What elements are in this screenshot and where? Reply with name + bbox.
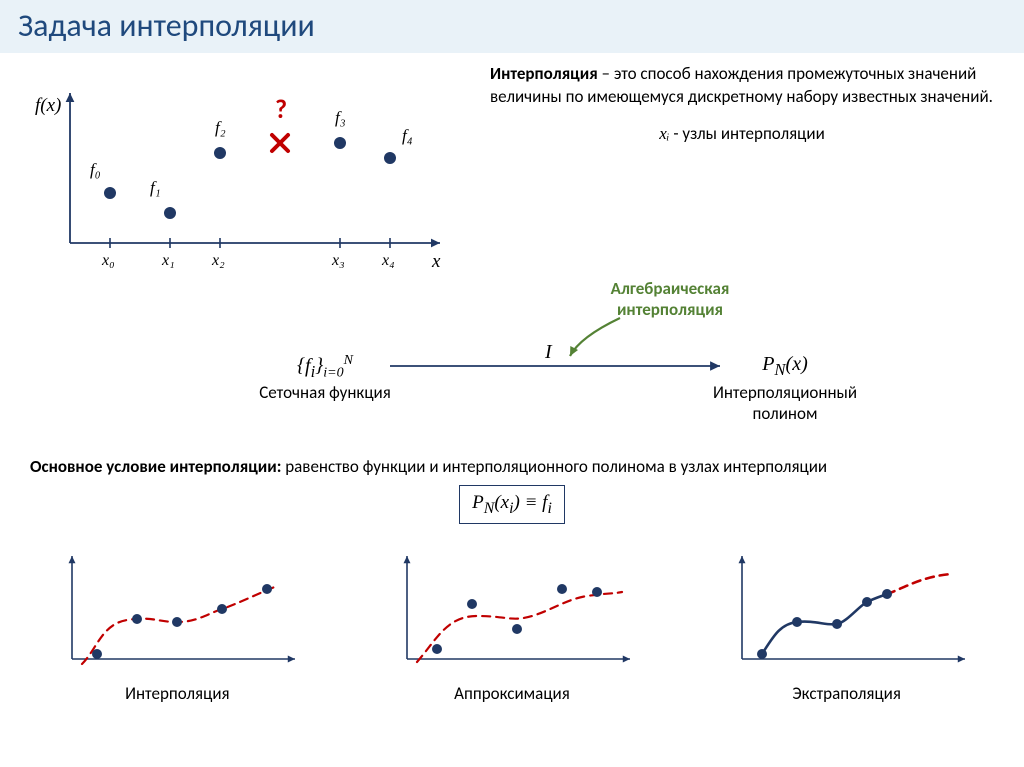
svg-text:f(x): f(x) — [35, 95, 61, 116]
right-caption: Интерполяционный полином — [680, 382, 890, 425]
mini-chart-label: Интерполяция — [47, 683, 307, 704]
right-formula: PN(x) — [740, 352, 830, 381]
nodes-text: - узлы интерполяции — [669, 123, 824, 144]
left-caption: Сеточная функция — [255, 382, 395, 403]
definition-text: Интерполяция – это способ нахождения про… — [490, 63, 994, 109]
page-title: Задача интерполяции — [18, 6, 1006, 45]
condition-formula: PN(xi) ≡ fi — [30, 485, 994, 524]
mid-section: Алгебраическая интерполяция {fi}i=0N Сет… — [0, 278, 1024, 448]
nodes-line: xᵢ - узлы интерполяции — [490, 123, 994, 146]
svg-text:f₄: f₄ — [402, 126, 413, 145]
left-formula: {fi}i=0N — [270, 352, 380, 382]
svg-text:x₃: x₃ — [331, 252, 345, 269]
svg-text:f₃: f₃ — [335, 108, 346, 127]
top-section: f(x) x x₀ x₁ x₂ x₃ x₄ f₀ f₁ f₂ f₃ f₄? Интерполяция … — [0, 53, 1024, 278]
mini-chart-0: Интерполяция — [47, 544, 307, 704]
svg-text:x: x — [431, 251, 441, 272]
definition-term: Интерполяция — [490, 63, 598, 84]
svg-text:f₂: f₂ — [215, 118, 226, 137]
bottom-row: Интерполяция Аппроксимация Экстраполяция — [0, 524, 1024, 704]
definition-block: Интерполяция – это способ нахождения про… — [450, 63, 1004, 160]
title-bar: Задача интерполяции — [0, 0, 1024, 53]
formula-box: PN(xi) ≡ fi — [459, 485, 565, 524]
operator-I: I — [545, 340, 552, 365]
nodes-symbol: xᵢ — [659, 124, 669, 143]
svg-text:x₀: x₀ — [101, 252, 115, 269]
condition-text: Основное условие интерполяции: равенство… — [30, 456, 994, 479]
svg-text:x₄: x₄ — [381, 252, 395, 269]
main-scatter-plot: f(x) x x₀ x₁ x₂ x₃ x₄ f₀ f₁ f₂ f₃ f₄? — [20, 63, 450, 278]
condition-label: Основное условие интерполяции: — [30, 456, 281, 477]
condition-body: равенство функции и интерполяционного по… — [281, 456, 827, 477]
condition-section: Основное условие интерполяции: равенство… — [0, 448, 1024, 524]
mini-chart-label: Аппроксимация — [382, 683, 642, 704]
mini-chart-2: Экстраполяция — [717, 544, 977, 704]
svg-text:x₁: x₁ — [161, 252, 175, 269]
mini-chart-label: Экстраполяция — [717, 683, 977, 704]
mini-chart-1: Аппроксимация — [382, 544, 642, 704]
svg-text:f₁: f₁ — [150, 178, 161, 197]
svg-text:?: ? — [275, 93, 287, 125]
svg-text:f₀: f₀ — [90, 160, 101, 179]
svg-text:x₂: x₂ — [211, 252, 225, 269]
green-label: Алгебраическая интерполяция — [580, 278, 760, 321]
